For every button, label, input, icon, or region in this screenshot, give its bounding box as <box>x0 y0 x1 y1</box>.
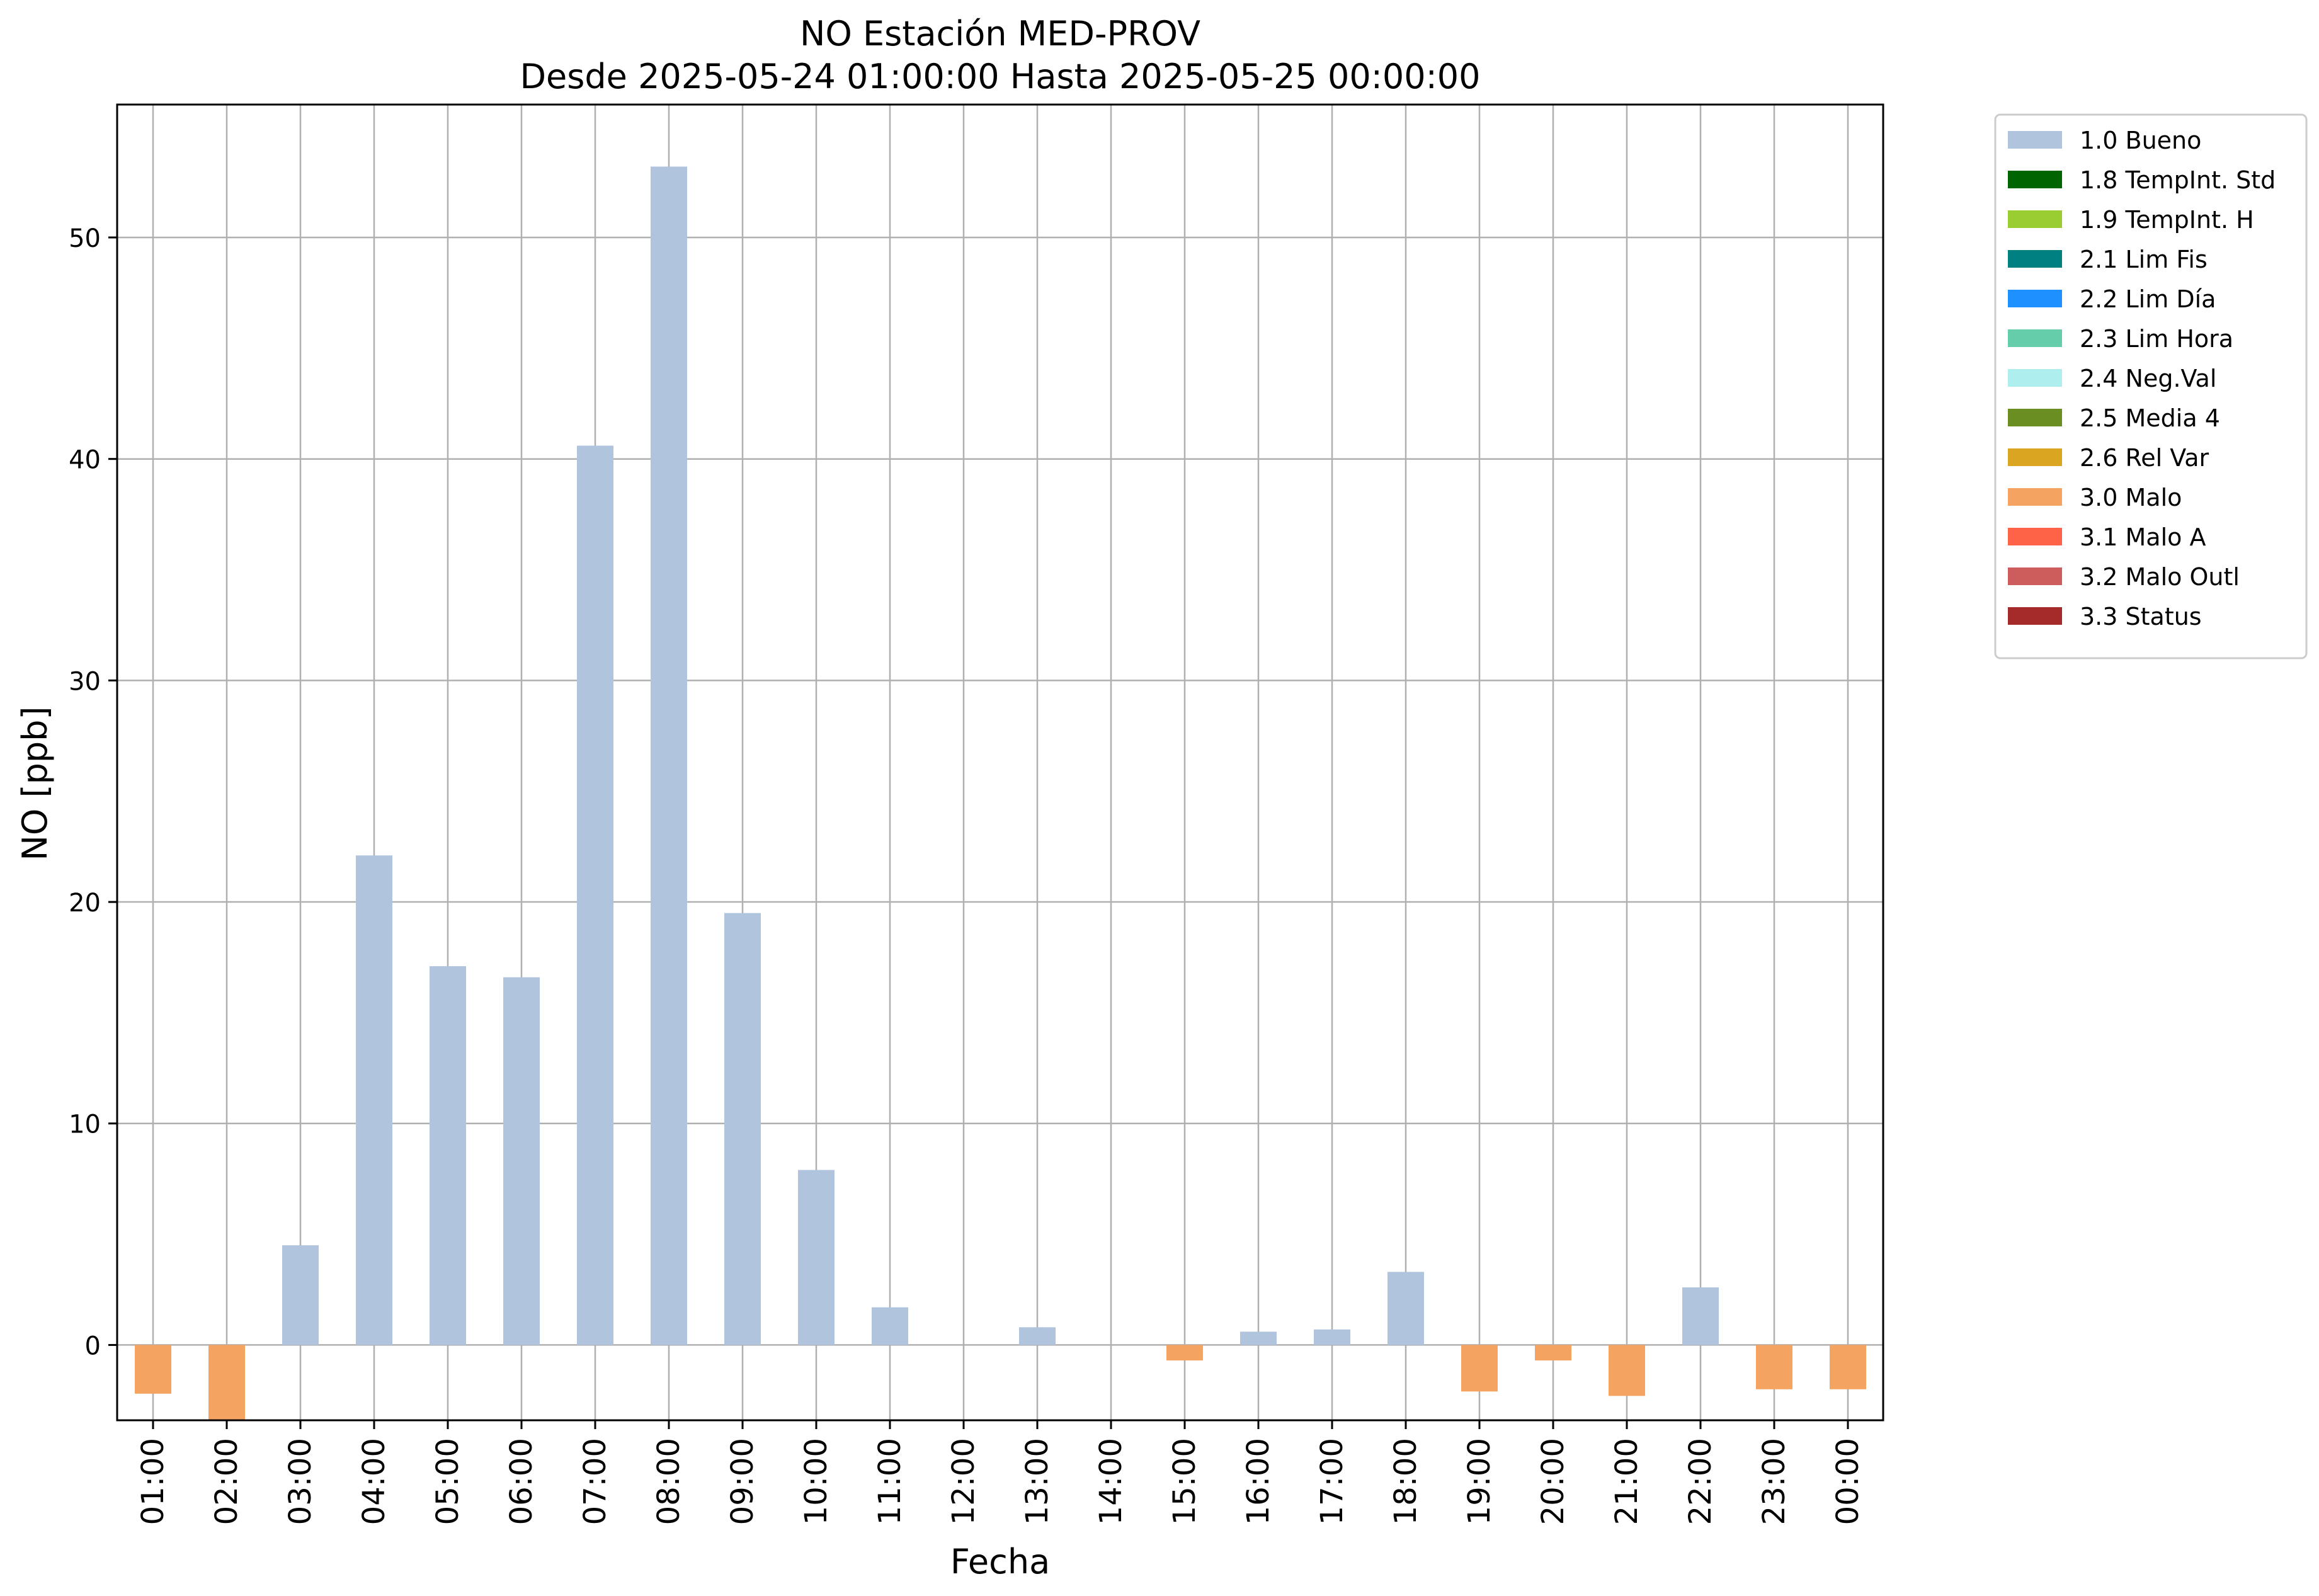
bar <box>1682 1287 1719 1345</box>
bar <box>651 166 687 1345</box>
bar <box>1609 1345 1645 1396</box>
legend-label: 2.5 Media 4 <box>2080 404 2220 432</box>
legend-swatch <box>2008 210 2062 228</box>
x-tick-label: 12:00 <box>946 1438 981 1525</box>
x-tick-label: 19:00 <box>1462 1438 1497 1525</box>
x-tick-label: 03:00 <box>283 1438 318 1525</box>
x-tick-label: 14:00 <box>1093 1438 1129 1525</box>
bar <box>1314 1329 1350 1345</box>
x-axis-ticks: 01:00 02:00 03:00 04:00 05:00 06:00 07:00 08:00… <box>135 1420 1866 1525</box>
y-tick-label: 20 <box>69 889 101 918</box>
x-tick-label: 13:00 <box>1020 1438 1055 1525</box>
y-tick-label: 10 <box>69 1110 101 1139</box>
x-tick-label: 15:00 <box>1167 1438 1202 1525</box>
legend-swatch <box>2008 250 2062 268</box>
chart-subtitle: Desde 2025-05-24 01:00:00 Hasta 2025-05-… <box>520 57 1480 96</box>
x-tick-label: 04:00 <box>356 1438 392 1525</box>
legend-swatch <box>2008 329 2062 347</box>
bar <box>430 966 466 1345</box>
legend-swatch <box>2008 567 2062 585</box>
bar <box>1387 1272 1424 1345</box>
x-tick-label: 18:00 <box>1388 1438 1423 1525</box>
bar <box>577 445 613 1345</box>
legend-swatch <box>2008 290 2062 307</box>
legend-swatch <box>2008 448 2062 466</box>
legend-swatch <box>2008 409 2062 426</box>
y-tick-label: 50 <box>69 224 101 253</box>
bar <box>1535 1345 1571 1361</box>
x-tick-label: 01:00 <box>135 1438 171 1525</box>
bars <box>135 166 1866 1420</box>
legend-swatch <box>2008 131 2062 149</box>
x-tick-label: 02:00 <box>209 1438 244 1525</box>
bar <box>872 1307 908 1345</box>
legend-label: 2.4 Neg.Val <box>2080 365 2216 392</box>
x-tick-label: 05:00 <box>430 1438 465 1525</box>
x-tick-label: 08:00 <box>651 1438 687 1525</box>
x-tick-label: 22:00 <box>1683 1438 1718 1525</box>
legend: 1.0 Bueno 1.8 TempInt. Std 1.9 TempInt. H 2… <box>1994 113 2308 659</box>
bar <box>135 1345 171 1394</box>
legend-label: 2.3 Lim Hora <box>2080 325 2233 353</box>
bar <box>724 913 761 1345</box>
bar <box>503 977 540 1345</box>
y-axis-ticks: 0 10 20 30 40 50 <box>69 224 117 1360</box>
legend-label: 3.0 Malo <box>2080 484 2182 511</box>
legend-swatch <box>2008 369 2062 387</box>
plot-frame <box>116 103 1884 1422</box>
x-tick-label: 11:00 <box>872 1438 908 1525</box>
y-tick-label: 30 <box>69 667 101 696</box>
legend-label: 1.9 TempInt. H <box>2080 206 2254 234</box>
legend-label: 3.1 Malo A <box>2080 523 2206 551</box>
bar <box>1830 1345 1866 1389</box>
x-tick-label: 09:00 <box>725 1438 760 1525</box>
bar <box>1240 1331 1277 1345</box>
legend-label: 3.2 Malo Outl <box>2080 563 2240 591</box>
x-tick-label: 06:00 <box>504 1438 539 1525</box>
legend-swatch <box>2008 528 2062 545</box>
legend-label: 3.3 Status <box>2080 603 2202 630</box>
bar <box>1019 1327 1056 1345</box>
x-tick-label: 20:00 <box>1536 1438 1571 1525</box>
bar <box>1461 1345 1498 1392</box>
x-axis-label: Fecha <box>950 1542 1050 1582</box>
legend-swatch <box>2008 607 2062 625</box>
x-tick-label: 21:00 <box>1609 1438 1644 1525</box>
x-tick-label: 00:00 <box>1830 1438 1866 1525</box>
x-tick-label: 10:00 <box>799 1438 834 1525</box>
bar <box>356 855 392 1345</box>
bar <box>282 1245 319 1345</box>
x-tick-label: 07:00 <box>578 1438 613 1525</box>
bar <box>1756 1345 1792 1389</box>
legend-label: 1.0 Bueno <box>2080 127 2201 154</box>
legend-label: 2.1 Lim Fis <box>2080 246 2208 273</box>
legend-label: 1.8 TempInt. Std <box>2080 166 2276 194</box>
bar <box>798 1170 835 1345</box>
x-tick-label: 17:00 <box>1314 1438 1350 1525</box>
legend-swatch <box>2008 171 2062 188</box>
legend-label: 2.2 Lim Día <box>2080 285 2216 313</box>
legend-frame <box>1994 113 2308 659</box>
chart-title: NO Estación MED-PROV <box>800 14 1200 54</box>
x-tick-label: 16:00 <box>1241 1438 1276 1525</box>
y-axis-label: NO [ppb] <box>15 706 55 860</box>
y-tick-label: 40 <box>69 446 101 475</box>
y-tick-label: 0 <box>85 1331 101 1360</box>
legend-label: 2.6 Rel Var <box>2080 444 2209 472</box>
x-tick-label: 23:00 <box>1757 1438 1792 1525</box>
legend-swatch <box>2008 488 2062 506</box>
bar <box>208 1345 245 1420</box>
bar <box>1166 1345 1203 1361</box>
